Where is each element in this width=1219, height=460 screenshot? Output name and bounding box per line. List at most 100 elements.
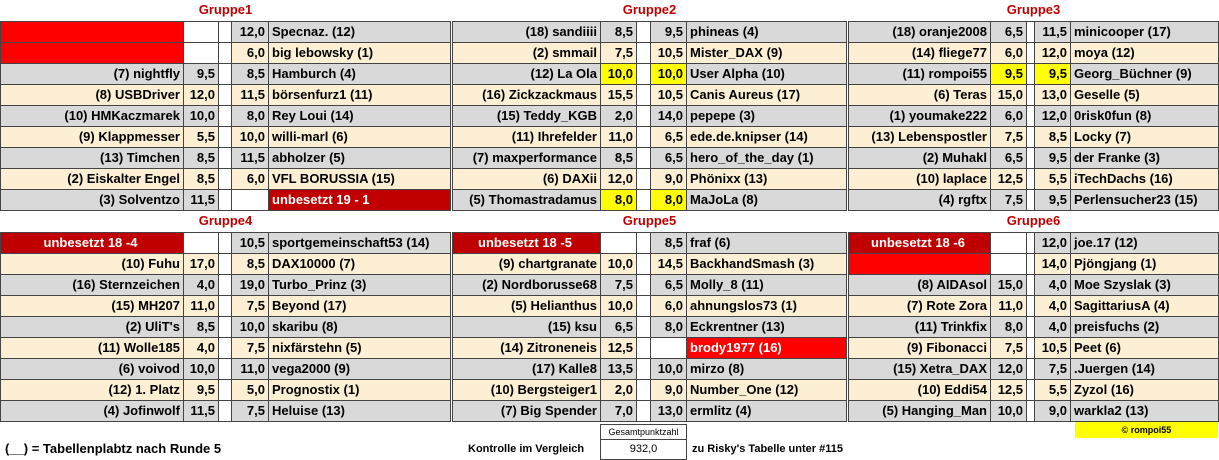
name-left: (8) USBDriver (0, 84, 184, 106)
name-right: Beyond (17) (268, 295, 451, 317)
gap-cell (218, 168, 232, 190)
gap-cell (636, 358, 651, 380)
score-left: 7,5 (990, 189, 1027, 211)
name-right: Moe Szyslak (3) (1070, 274, 1219, 296)
score-left: 7,5 (990, 337, 1027, 359)
name-left: (2) smmail (452, 42, 601, 64)
copyright: © rompoi55 (1075, 422, 1218, 438)
score-left: 4,0 (183, 274, 219, 296)
score-left: 12,0 (990, 358, 1027, 380)
score-right: 9,5 (650, 21, 687, 43)
name-right: preisfuchs (2) (1070, 316, 1219, 338)
name-left: (5) Thomastradamus (452, 189, 601, 211)
score-left: 6,0 (990, 105, 1027, 127)
name-left: (5) Helianthus (452, 295, 601, 317)
score-right: 8,5 (231, 253, 269, 275)
score-right: 4,0 (1034, 295, 1071, 317)
gap-cell (636, 400, 651, 422)
gap-cell (218, 316, 232, 338)
score-right: 14,5 (650, 253, 687, 275)
name-left: (9) chartgranate (452, 253, 601, 275)
score-left: 5,5 (183, 126, 219, 148)
name-left: (7) nightfly (0, 63, 184, 85)
score-right: 7,5 (231, 400, 269, 422)
score-right (231, 189, 269, 211)
name-right: hero_of_the_day (1) (686, 147, 847, 169)
score-left: 4,0 (183, 337, 219, 359)
name-left (848, 253, 991, 275)
name-left: (12) La Ola (452, 63, 601, 85)
score-left: 11,0 (600, 126, 637, 148)
score-left: 8,5 (183, 147, 219, 169)
score-left: 15,5 (600, 84, 637, 106)
score-right: 9,0 (1034, 400, 1071, 422)
name-right: User Alpha (10) (686, 63, 847, 85)
check-label: Kontrolle im Vergleich (468, 443, 585, 455)
score-right: 10,0 (231, 316, 269, 338)
score-right: 6,0 (231, 42, 269, 64)
name-right: iTechDachs (16) (1070, 168, 1219, 190)
name-right: Molly_8 (11) (686, 274, 847, 296)
score-left: 13,5 (600, 358, 637, 380)
name-right: Turbo_Prinz (3) (268, 274, 451, 296)
score-left: 8,5 (183, 168, 219, 190)
name-right: Mister_DAX (9) (686, 42, 847, 64)
gap-cell (636, 295, 651, 317)
score-right: 6,5 (650, 147, 687, 169)
score-left (183, 232, 219, 254)
name-right: fraf (6) (686, 232, 847, 254)
gap-cell (218, 147, 232, 169)
name-left: (6) Teras (848, 84, 991, 106)
name-right: Locky (7) (1070, 126, 1219, 148)
score-right: 4,0 (1034, 274, 1071, 296)
group-title: Gruppe6 (1006, 213, 1061, 228)
name-left: (11) Wolle185 (0, 337, 184, 359)
name-left: (10) Eddi54 (848, 379, 991, 401)
gap-cell (218, 379, 232, 401)
name-left: (15) ksu (452, 316, 601, 338)
name-right: ahnungslos73 (1) (686, 295, 847, 317)
name-right: abholzer (5) (268, 147, 451, 169)
total-value: 932,0 (600, 439, 687, 460)
name-left: (15) MH207 (0, 295, 184, 317)
name-right: Hamburch (4) (268, 63, 451, 85)
score-right: 10,5 (650, 84, 687, 106)
score-left: 6,5 (990, 147, 1027, 169)
name-right: Prognostix (1) (268, 379, 451, 401)
score-left (990, 253, 1027, 275)
name-left: (11) rompoi55 (848, 63, 991, 85)
score-right: 8,5 (650, 232, 687, 254)
score-left: 15,0 (990, 84, 1027, 106)
score-right (650, 337, 687, 359)
name-right: sportgemeinschaft53 (14) (268, 232, 451, 254)
name-right: Georg_Büchner (9) (1070, 63, 1219, 85)
name-right: phineas (4) (686, 21, 847, 43)
name-left (0, 21, 184, 43)
name-right: warkla2 (13) (1070, 400, 1219, 422)
score-right: 11,5 (1034, 21, 1071, 43)
gap-cell (218, 295, 232, 317)
gap-cell (218, 189, 232, 211)
gap-cell (636, 63, 651, 85)
name-left: unbesetzt 18 -6 (848, 232, 991, 254)
score-left: 6,0 (990, 42, 1027, 64)
name-left: (14) fliege77 (848, 42, 991, 64)
score-left: 15,0 (990, 274, 1027, 296)
score-right: 8,5 (231, 63, 269, 85)
name-right: Perlensucher23 (15) (1070, 189, 1219, 211)
gap-cell (218, 105, 232, 127)
score-right: 7,5 (231, 337, 269, 359)
score-left: 12,5 (990, 379, 1027, 401)
gap-cell (636, 126, 651, 148)
name-right: Rey Loui (14) (268, 105, 451, 127)
score-left (183, 21, 219, 43)
gap-cell (636, 84, 651, 106)
score-left: 8,5 (600, 21, 637, 43)
score-left: 6,5 (600, 316, 637, 338)
gap-cell (636, 253, 651, 275)
name-right: VFL BORUSSIA (15) (268, 168, 451, 190)
name-left: (16) Sternzeichen (0, 274, 184, 296)
score-left: 10,0 (600, 253, 637, 275)
score-left: 8,5 (183, 316, 219, 338)
name-right: MaJoLa (8) (686, 189, 847, 211)
